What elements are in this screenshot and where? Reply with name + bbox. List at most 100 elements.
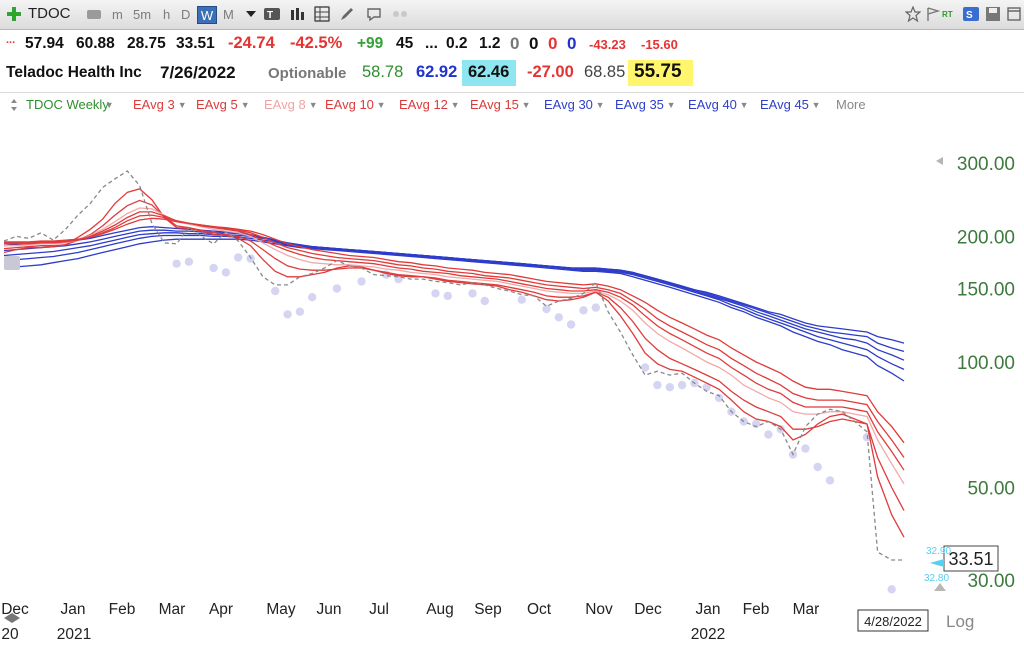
legend-dropdown-icon[interactable]: ▼ [376,100,386,110]
grid-settings-icon[interactable] [314,6,330,22]
draw-pencil-icon[interactable] [339,6,355,22]
period-month[interactable]: M [223,7,234,22]
side-label: 32.80 [924,573,949,584]
legend-item-eavg-8[interactable]: EAvg 8 [264,97,306,112]
quote-change-pct: -42.5% [290,34,343,52]
quote-open: 57.94 [25,35,64,52]
legend-dropdown-icon[interactable]: ▼ [666,100,676,110]
weekly-dot [579,306,588,315]
short-avg-line [3,188,905,538]
quote-n2: 62.92 [416,63,458,81]
period-m[interactable]: m [112,7,123,22]
short-avg-line [3,199,905,511]
weekly-dot [184,257,194,266]
x-axis: Dec Jan Feb Mar Apr May Jun Jul Aug Sep Oct Nov Dec J… [1,601,819,643]
legend-dropdown-icon[interactable]: ▼ [739,100,749,110]
add-symbol-icon[interactable] [6,6,22,22]
x-month-label: Mar [159,601,186,618]
weekly-dot [887,585,896,594]
n3-highlight [462,60,516,86]
scroll-handle-icon[interactable] [4,256,20,270]
weekly-dot [431,289,440,298]
side-label: 32.90 [926,546,951,557]
x-month-label: Feb [743,601,770,618]
period-w-active[interactable]: W [197,6,217,24]
legend-sort-icon[interactable] [10,99,18,111]
price-line [3,170,904,561]
period-d[interactable]: D [181,7,191,22]
n6-highlight [628,60,693,86]
quote-v5: 0 [510,34,520,53]
bar-style-icon[interactable] [289,6,305,22]
x-month-label: Apr [209,601,233,618]
pan-arrows-icon[interactable] [4,613,20,623]
weekly-dot [332,284,342,293]
legend-dropdown-icon[interactable]: ▼ [450,100,460,110]
optionable-label: Optionable [268,65,347,82]
legend-dropdown-icon[interactable]: ▼ [240,100,250,110]
weekly-dot [172,259,181,268]
text-tool-icon[interactable]: T [264,6,280,22]
realtime-icon[interactable]: RT [942,6,958,22]
weekly-dot [209,263,218,273]
quote-ellipsis: ... [425,35,438,52]
star-icon[interactable] [905,6,921,22]
quote-row-2: Teladoc Health Inc 7/26/2022 Optionable … [0,60,1024,88]
note-icon[interactable] [366,6,382,22]
legend-item-eavg-10[interactable]: EAvg 10 [325,97,374,112]
legend-item-eavg-35[interactable]: EAvg 35 [615,97,664,112]
y-tick-label: 150.00 [957,280,1015,301]
symbol-field[interactable]: TDOC [28,5,71,22]
legend-dropdown-icon[interactable]: ▼ [521,100,531,110]
x-month-label: Oct [527,601,552,618]
short-averages [3,188,905,538]
y-tick-label: 200.00 [957,227,1015,248]
save-icon[interactable] [985,6,1001,22]
quote-val2: 45 [396,35,414,52]
chart-style-icon[interactable] [86,6,102,22]
legend-dropdown-icon[interactable]: ▼ [595,100,605,110]
cursor-date-label: 4/28/2022 [864,614,922,629]
long-avg-line [3,234,905,370]
x-month-label: Jun [317,601,342,618]
legend-item-eavg-45[interactable]: EAvg 45 [760,97,809,112]
legend-item-eavg-15[interactable]: EAvg 15 [470,97,519,112]
legend-item-eavg-40[interactable]: EAvg 40 [688,97,737,112]
legend-item-eavg-3[interactable]: EAvg 3 [133,97,175,112]
scan-icon[interactable]: S [963,6,979,22]
legend-item-eavg-5[interactable]: EAvg 5 [196,97,238,112]
cursor-date-box [857,609,929,632]
quote-n6: 55.75 [634,61,682,82]
period-h[interactable]: h [163,7,171,22]
legend-more-button[interactable]: More [836,97,866,112]
x-month-label: Mar [793,601,820,618]
quote-n5: 68.85 [584,63,626,81]
legend-item-tdoc-weekly[interactable]: TDOC Weekly [26,97,109,112]
legend-dropdown-icon[interactable]: ▼ [104,100,114,110]
quote-v7: 0 [548,34,558,53]
legend-dropdown-icon[interactable]: ▼ [811,100,821,110]
x-month-label: Jul [369,601,389,618]
period-5m[interactable]: 5m [133,7,152,22]
flag-icon[interactable] [925,6,941,22]
quote-date: 7/26/2022 [160,63,236,82]
quote-n4: -27.00 [527,63,574,81]
log-scale-toggle[interactable]: Log [946,612,974,631]
axis-marker-icon [936,157,943,165]
price-dashed-line [3,170,904,561]
weekly-dot [801,444,810,453]
legend-item-eavg-12[interactable]: EAvg 12 [399,97,448,112]
legend-dropdown-icon[interactable]: ▼ [177,100,187,110]
more-tools-icon[interactable] [392,6,408,22]
weekly-dot [468,289,477,298]
window-restore-icon[interactable] [1006,6,1022,22]
legend-dropdown-icon[interactable]: ▼ [308,100,318,110]
period-dropdown-icon[interactable] [243,6,259,22]
y-axis: 300.00 200.00 150.00 100.00 50.00 30.00 [936,154,1015,592]
quote-n1: 58.78 [362,63,404,81]
x-month-label: Nov [585,601,613,618]
weekly-dot [764,430,773,439]
legend-item-eavg-30[interactable]: EAvg 30 [544,97,593,112]
weekly-dot [825,476,835,485]
